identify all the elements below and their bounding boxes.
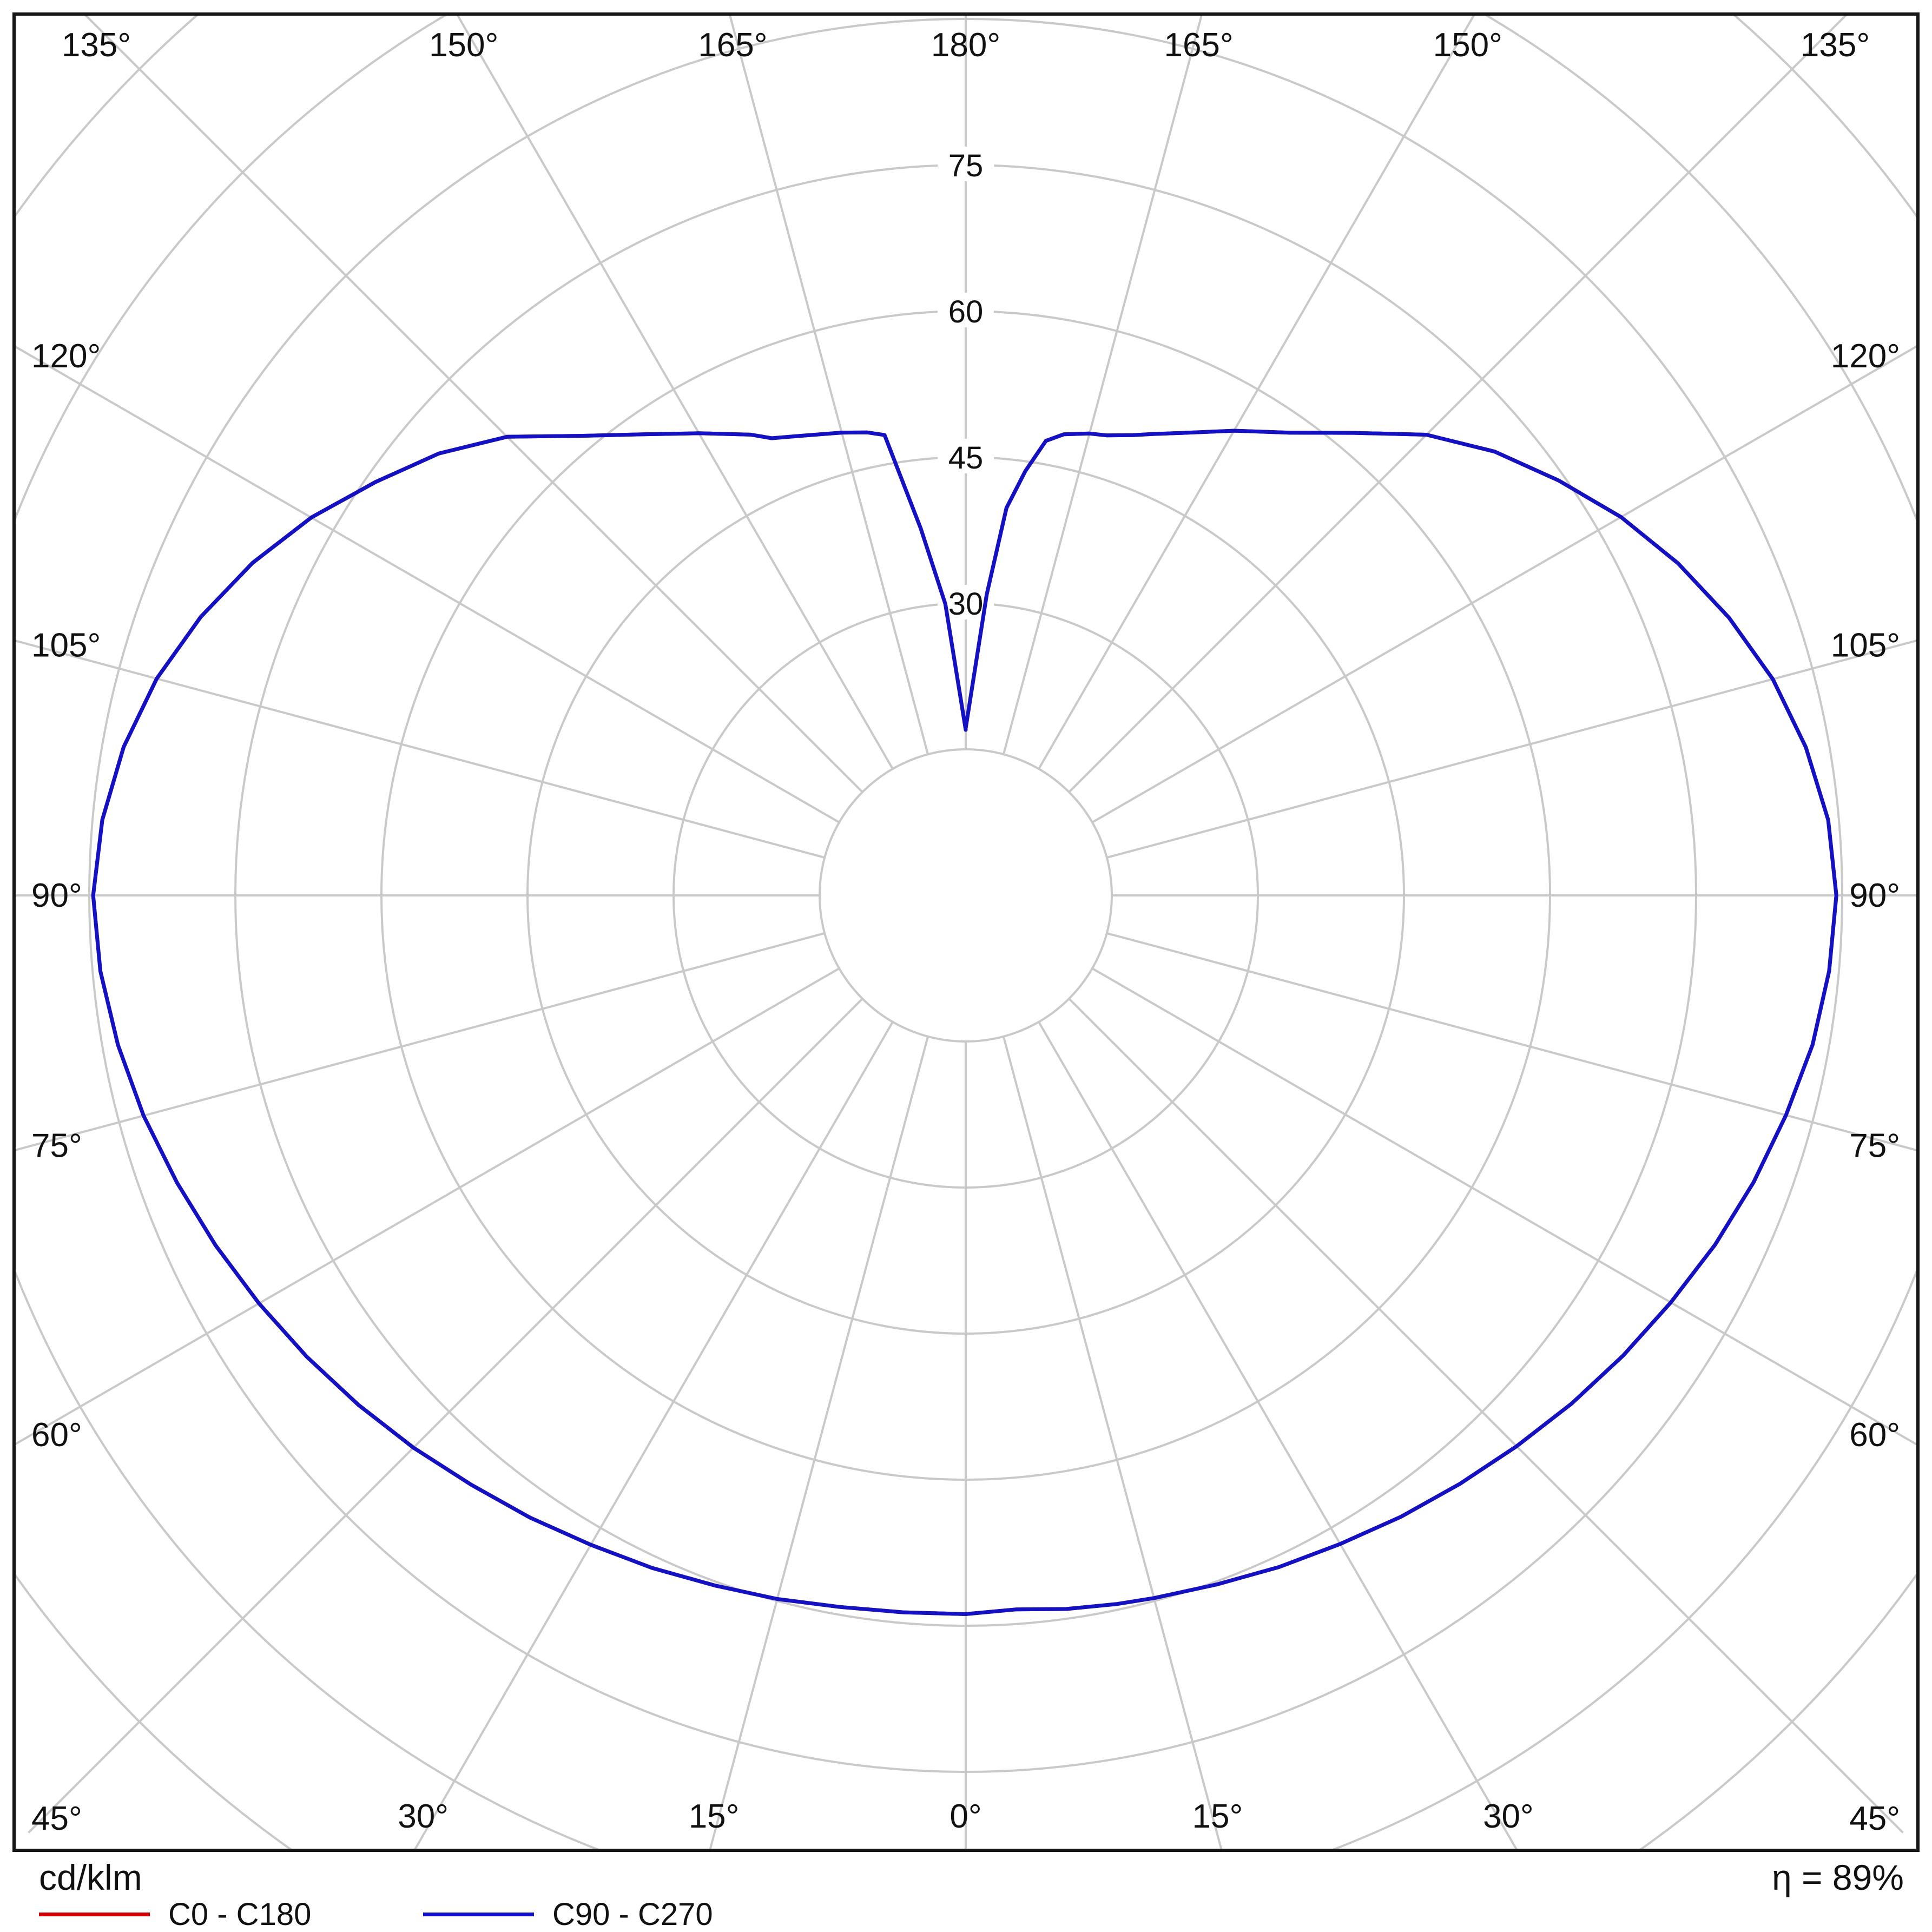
polar-grid-ray (1068, 998, 1904, 1834)
polar-grid-ray (1038, 16, 1475, 770)
polar-grid-ray (1038, 1021, 1518, 1849)
chart-footer: cd/klm η = 89% C0 - C180 C90 - C270 (0, 1851, 1932, 1932)
polar-grid-ray (16, 345, 840, 823)
angle-label: 105° (31, 627, 101, 664)
angle-label: 180° (931, 27, 1000, 64)
legend-swatch-c0-c180 (39, 1912, 150, 1916)
legend-label-c0-c180: C0 - C180 (168, 1896, 312, 1932)
angle-label: 75° (1849, 1127, 1900, 1165)
angle-label: 15° (1192, 1798, 1243, 1835)
angle-label: 45° (31, 1800, 82, 1837)
angle-label: 150° (429, 27, 498, 64)
angle-label: 105° (1831, 627, 1900, 664)
angle-label: 75° (31, 1127, 82, 1165)
polar-grid-ray (16, 639, 825, 859)
angle-label: 30° (398, 1798, 449, 1835)
polar-grid-ray (456, 16, 894, 770)
efficiency-label: η = 89% (1771, 1857, 1904, 1897)
angle-label: 120° (31, 338, 101, 375)
angle-label: 165° (698, 27, 767, 64)
angle-label: 165° (1164, 27, 1233, 64)
polar-grid-ray (84, 16, 863, 793)
radial-tick-bg (938, 293, 994, 327)
radial-tick-bg (938, 439, 994, 473)
legend-item-c90-c270: C90 - C270 (423, 1896, 713, 1932)
radial-tick-bg (938, 147, 994, 181)
legend-item-c0-c180: C0 - C180 (39, 1896, 312, 1932)
angle-label: 30° (1483, 1798, 1534, 1835)
legend: C0 - C180 C90 - C270 (0, 1896, 1932, 1932)
polar-grid-ring (819, 748, 1113, 1043)
polar-grid-ray (709, 1036, 929, 1849)
plot-border (12, 12, 1920, 1852)
polar-grid-ray (16, 967, 840, 1446)
polar-grid-ray (16, 932, 825, 1151)
polar-grid-ray (1091, 967, 1916, 1446)
radial-tick-label: 75 (948, 148, 984, 183)
angle-label: 135° (62, 27, 131, 64)
radial-tick-label: 45 (948, 440, 984, 476)
polar-grid-ray (1002, 1036, 1223, 1849)
polar-grid-ray (729, 16, 929, 755)
legend-label-c90-c270: C90 - C270 (552, 1896, 713, 1932)
angle-label: 90° (31, 877, 82, 914)
radial-tick-label: 30 (948, 586, 984, 622)
angle-label: 150° (1433, 27, 1502, 64)
polar-grid-ray (1106, 932, 1916, 1151)
angle-label: 0° (949, 1798, 981, 1835)
polar-grid-ray (1068, 16, 1847, 793)
polar-grid-ray (1091, 345, 1916, 823)
polar-grid-ray (28, 998, 863, 1834)
angle-label: 60° (31, 1416, 82, 1454)
angle-label: 135° (1801, 27, 1870, 64)
angle-label: 45° (1849, 1800, 1900, 1837)
radial-tick-label: 60 (948, 294, 984, 329)
legend-swatch-c90-c270 (423, 1912, 534, 1916)
angle-label: 60° (1849, 1416, 1900, 1454)
polar-grid-ray (1002, 16, 1203, 755)
angle-label: 90° (1849, 877, 1900, 914)
polar-grid-ray (1106, 639, 1916, 859)
curve-c90-c270 (91, 428, 1838, 1616)
angle-label: 15° (689, 1798, 740, 1835)
units-label: cd/klm (39, 1857, 142, 1897)
polar-grid-ray (414, 1021, 894, 1849)
angle-label: 120° (1831, 338, 1900, 375)
